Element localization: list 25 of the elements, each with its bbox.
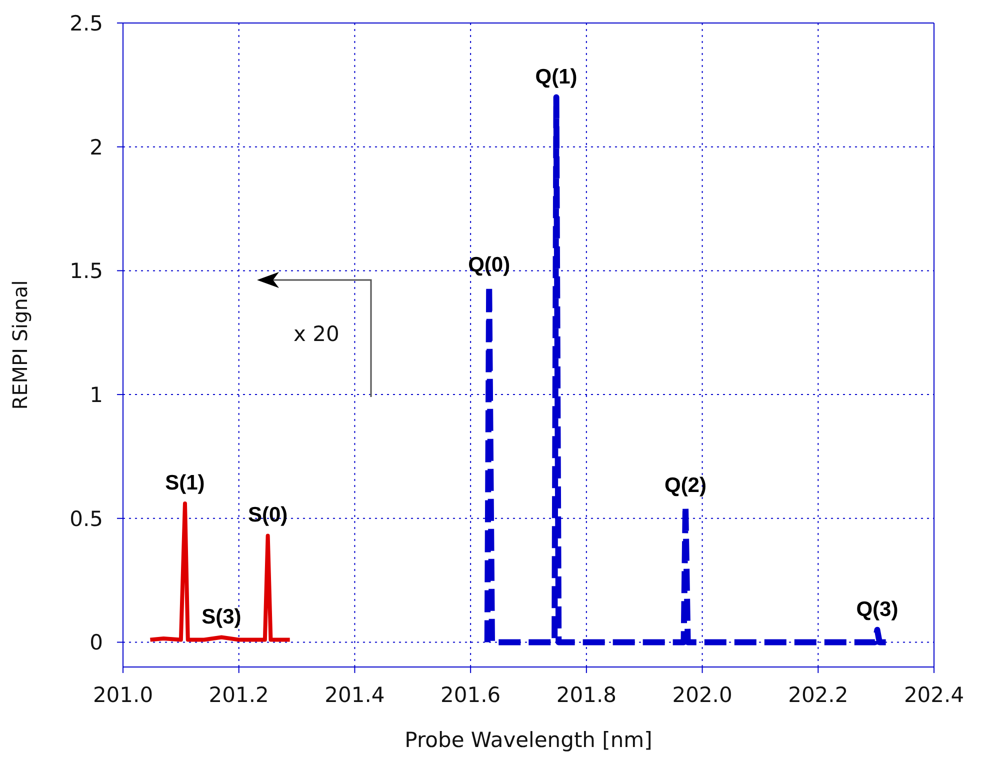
annotation: x 20	[294, 322, 340, 346]
y-tick-label: 1	[90, 382, 103, 407]
x-axis-title: Probe Wavelength [nm]	[404, 728, 652, 752]
x-tick-label: 202.4	[904, 682, 964, 707]
y-tick-label: 0.5	[70, 506, 103, 531]
y-tick-label: 0	[90, 630, 103, 655]
annotation: Q(1)	[535, 65, 578, 88]
x-tick-label: 202.2	[788, 682, 848, 707]
annotation: Q(0)	[468, 254, 510, 277]
line-series	[148, 502, 292, 642]
y-tick-label: 2	[90, 135, 103, 160]
annotation: S(0)	[248, 504, 288, 527]
annotation: Q(2)	[664, 474, 706, 497]
x-tick-label: 201.8	[556, 682, 616, 707]
y-tick-label: 2.5	[70, 11, 103, 36]
annotation: Q(3)	[856, 598, 898, 621]
annotation: S(1)	[165, 472, 205, 495]
annotation: S(3)	[202, 605, 242, 628]
x-tick-label: 201.4	[324, 682, 385, 707]
x-tick-label: 201.2	[208, 682, 269, 707]
y-tick-label: 1.5	[70, 259, 103, 284]
x-tick-label: 201.0	[92, 682, 154, 707]
x-tick-label: 201.6	[440, 682, 501, 707]
y-axis-title: REMPI Signal	[8, 280, 32, 410]
x-tick-label: 202.0	[672, 682, 732, 707]
